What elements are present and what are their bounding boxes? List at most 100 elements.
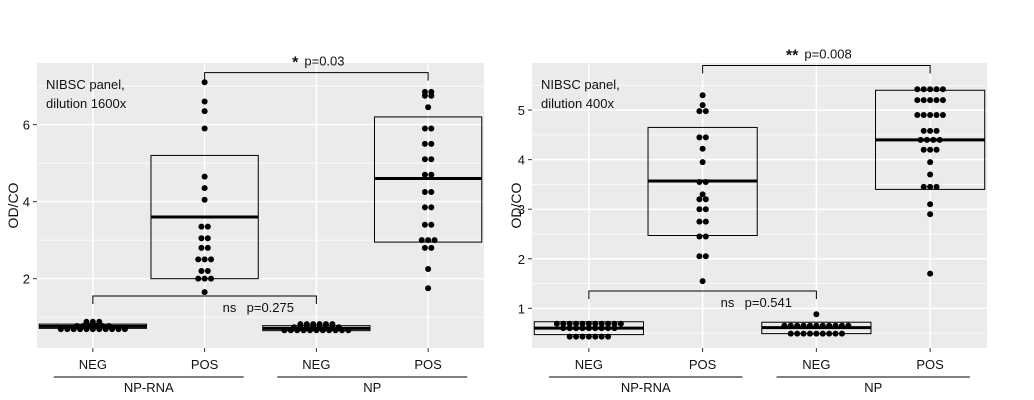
x-tick-label: NEG bbox=[575, 357, 603, 372]
data-point bbox=[832, 322, 839, 329]
data-point bbox=[838, 322, 845, 329]
data-point bbox=[201, 289, 208, 296]
data-point bbox=[800, 330, 807, 337]
data-point bbox=[696, 233, 703, 240]
data-point bbox=[702, 178, 709, 185]
data-point bbox=[592, 320, 599, 327]
data-point bbox=[933, 86, 940, 93]
data-point bbox=[933, 183, 940, 190]
data-point bbox=[428, 204, 435, 211]
data-point bbox=[702, 233, 709, 240]
y-tick-label: 4 bbox=[518, 153, 525, 168]
data-point bbox=[425, 104, 432, 111]
data-point bbox=[585, 325, 592, 332]
data-point bbox=[201, 173, 208, 180]
data-point bbox=[338, 327, 345, 334]
data-point bbox=[939, 86, 946, 93]
data-point bbox=[605, 325, 612, 332]
data-point bbox=[920, 97, 927, 104]
y-tick-label: 2 bbox=[518, 252, 525, 267]
data-point bbox=[781, 322, 788, 329]
data-point bbox=[195, 275, 202, 282]
data-point bbox=[421, 171, 428, 178]
panel-annotation: NIBSC panel, bbox=[541, 77, 620, 92]
data-point bbox=[696, 108, 703, 115]
data-point bbox=[102, 326, 109, 333]
data-point bbox=[920, 183, 927, 190]
data-point bbox=[826, 330, 833, 337]
data-point bbox=[425, 237, 432, 244]
data-point bbox=[428, 244, 435, 251]
data-point bbox=[702, 218, 709, 225]
data-point bbox=[702, 108, 709, 115]
data-point bbox=[933, 146, 940, 153]
data-point bbox=[204, 244, 211, 251]
data-point bbox=[813, 322, 820, 329]
data-point bbox=[204, 267, 211, 274]
data-point bbox=[914, 97, 921, 104]
data-point bbox=[598, 325, 605, 332]
data-point bbox=[201, 108, 208, 115]
chart-2: 1 2 3 4 5 ** p=0.008 ns p=0.541 NIBSC panel, dilut… bbox=[508, 46, 987, 395]
data-point bbox=[201, 196, 208, 203]
data-point bbox=[326, 327, 333, 334]
x-tick-label: POS bbox=[916, 357, 944, 372]
significance-stars: ** bbox=[786, 47, 799, 64]
data-point bbox=[428, 171, 435, 178]
data-point bbox=[826, 322, 833, 329]
data-point bbox=[208, 275, 215, 282]
data-point bbox=[287, 327, 294, 334]
data-point bbox=[313, 327, 320, 334]
data-point bbox=[585, 320, 592, 327]
data-point bbox=[699, 145, 706, 152]
data-point bbox=[598, 320, 605, 327]
data-point bbox=[421, 92, 428, 99]
data-point bbox=[208, 256, 215, 263]
y-tick-label: 2 bbox=[23, 272, 30, 287]
significance-ns: ns bbox=[721, 295, 735, 310]
data-point bbox=[204, 235, 211, 242]
data-point bbox=[696, 253, 703, 260]
p-value-label: p=0.008 bbox=[804, 46, 851, 61]
data-point bbox=[927, 183, 934, 190]
data-point bbox=[70, 326, 77, 333]
data-point bbox=[560, 320, 567, 327]
data-point bbox=[794, 322, 801, 329]
data-point bbox=[927, 127, 934, 134]
data-point bbox=[560, 325, 567, 332]
x-tick-label: POS bbox=[191, 357, 219, 372]
data-point bbox=[345, 327, 352, 334]
data-point bbox=[920, 127, 927, 134]
panel-annotation: dilution 1600x bbox=[46, 96, 127, 111]
significance-stars: * bbox=[292, 55, 299, 72]
data-point bbox=[605, 333, 612, 340]
data-point bbox=[927, 201, 934, 208]
data-point bbox=[696, 218, 703, 225]
data-point bbox=[96, 326, 103, 333]
significance-bracket bbox=[702, 64, 931, 74]
group-label: NP-RNA bbox=[621, 380, 671, 395]
x-tick-label: NEG bbox=[802, 357, 830, 372]
data-point bbox=[198, 267, 205, 274]
data-point bbox=[579, 325, 586, 332]
data-point bbox=[198, 235, 205, 242]
data-point bbox=[566, 325, 573, 332]
data-point bbox=[699, 191, 706, 198]
data-point bbox=[579, 320, 586, 327]
data-point bbox=[418, 237, 425, 244]
data-point bbox=[914, 86, 921, 93]
data-point bbox=[431, 237, 438, 244]
data-point bbox=[89, 326, 96, 333]
data-point bbox=[806, 330, 813, 337]
x-tick-label: POS bbox=[414, 357, 442, 372]
data-point bbox=[428, 221, 435, 228]
data-point bbox=[201, 256, 208, 263]
y-axis-label: OD/CO bbox=[5, 182, 21, 228]
data-point bbox=[553, 320, 560, 327]
data-point bbox=[696, 134, 703, 141]
data-point bbox=[696, 196, 703, 203]
data-point bbox=[845, 322, 852, 329]
data-point bbox=[819, 322, 826, 329]
data-point bbox=[201, 98, 208, 105]
